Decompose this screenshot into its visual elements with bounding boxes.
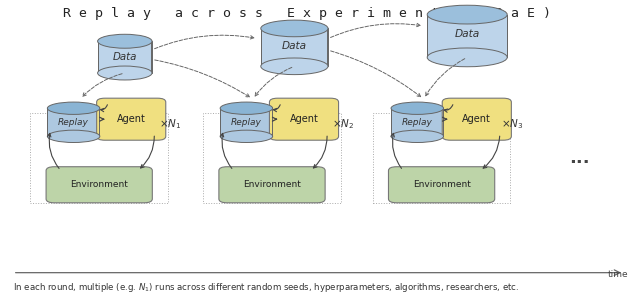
FancyBboxPatch shape — [97, 98, 166, 140]
Text: Replay: Replay — [58, 118, 89, 127]
Text: Data: Data — [454, 29, 480, 39]
FancyBboxPatch shape — [219, 167, 325, 203]
FancyArrowPatch shape — [330, 23, 420, 38]
Text: In each round, multiple (e.g. $N_1$) runs across different random seeds, hyperpa: In each round, multiple (e.g. $N_1$) run… — [13, 280, 519, 294]
Bar — [391, 108, 444, 136]
FancyArrowPatch shape — [314, 136, 327, 168]
FancyArrowPatch shape — [273, 105, 280, 112]
FancyArrowPatch shape — [391, 134, 401, 168]
Ellipse shape — [98, 34, 152, 48]
Bar — [428, 15, 507, 57]
FancyArrowPatch shape — [83, 74, 122, 96]
FancyArrowPatch shape — [100, 117, 104, 121]
Text: Environment: Environment — [70, 180, 128, 189]
Bar — [220, 108, 273, 136]
Ellipse shape — [220, 130, 273, 142]
Text: ...: ... — [569, 149, 589, 167]
Bar — [97, 41, 152, 73]
Ellipse shape — [261, 20, 328, 37]
Ellipse shape — [391, 130, 444, 142]
Ellipse shape — [98, 66, 152, 80]
FancyArrowPatch shape — [220, 134, 232, 168]
Ellipse shape — [220, 102, 273, 114]
Text: Data: Data — [282, 41, 307, 51]
Text: Agent: Agent — [462, 114, 492, 124]
FancyArrowPatch shape — [483, 136, 500, 168]
Text: Agent: Agent — [116, 114, 146, 124]
Ellipse shape — [261, 58, 328, 74]
FancyArrowPatch shape — [442, 117, 447, 121]
FancyArrowPatch shape — [426, 59, 465, 96]
FancyArrowPatch shape — [47, 134, 59, 168]
FancyArrowPatch shape — [255, 67, 292, 96]
Text: Environment: Environment — [413, 180, 470, 189]
FancyArrowPatch shape — [155, 35, 254, 49]
FancyArrowPatch shape — [141, 136, 154, 168]
Text: Replay: Replay — [402, 118, 433, 127]
FancyArrowPatch shape — [155, 60, 250, 97]
FancyArrowPatch shape — [273, 117, 276, 121]
FancyArrowPatch shape — [100, 105, 108, 112]
Bar — [47, 108, 100, 136]
Ellipse shape — [47, 130, 100, 142]
Ellipse shape — [47, 102, 100, 114]
FancyBboxPatch shape — [46, 167, 152, 203]
FancyArrowPatch shape — [331, 51, 420, 97]
Text: Data: Data — [113, 52, 137, 62]
FancyArrowPatch shape — [444, 105, 453, 112]
Bar — [261, 28, 328, 66]
Ellipse shape — [428, 48, 508, 67]
Text: Environment: Environment — [243, 180, 301, 189]
Text: Agent: Agent — [289, 114, 319, 124]
FancyBboxPatch shape — [388, 167, 495, 203]
FancyBboxPatch shape — [269, 98, 339, 140]
FancyBboxPatch shape — [442, 98, 511, 140]
Text: $\times N_1$: $\times N_1$ — [159, 117, 181, 131]
Text: R e p l a y   a c r o s s   E x p e r i m e n t s   ( R a E ): R e p l a y a c r o s s E x p e r i m e … — [63, 7, 551, 21]
Ellipse shape — [428, 5, 508, 24]
Text: time: time — [608, 270, 628, 279]
Text: $\times N_2$: $\times N_2$ — [332, 117, 354, 131]
Text: $\times N_3$: $\times N_3$ — [501, 117, 524, 131]
Text: Replay: Replay — [231, 118, 262, 127]
Ellipse shape — [391, 102, 444, 114]
